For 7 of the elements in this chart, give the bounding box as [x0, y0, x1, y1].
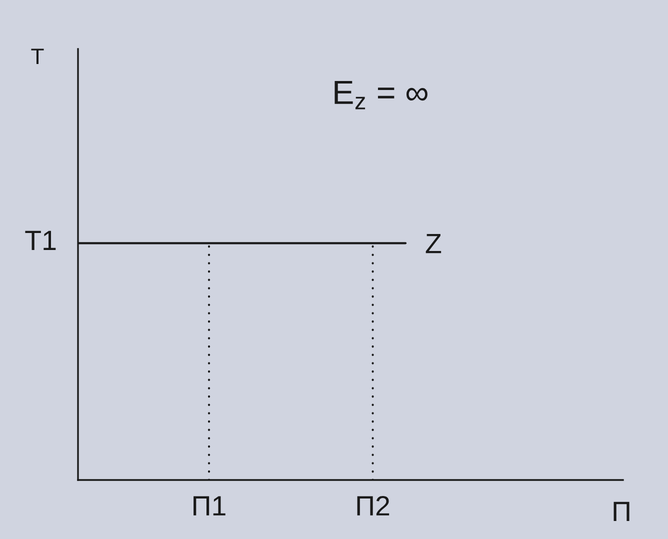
text: T — [31, 48, 44, 64]
series-label: Z — [426, 234, 442, 254]
x-tick-label: П2 — [357, 496, 390, 516]
text: П — [614, 502, 630, 521]
x-tick-label: П1 — [194, 496, 226, 516]
text: E$_{z}$ = ∞ — [334, 81, 428, 110]
text: T1 — [25, 230, 56, 250]
